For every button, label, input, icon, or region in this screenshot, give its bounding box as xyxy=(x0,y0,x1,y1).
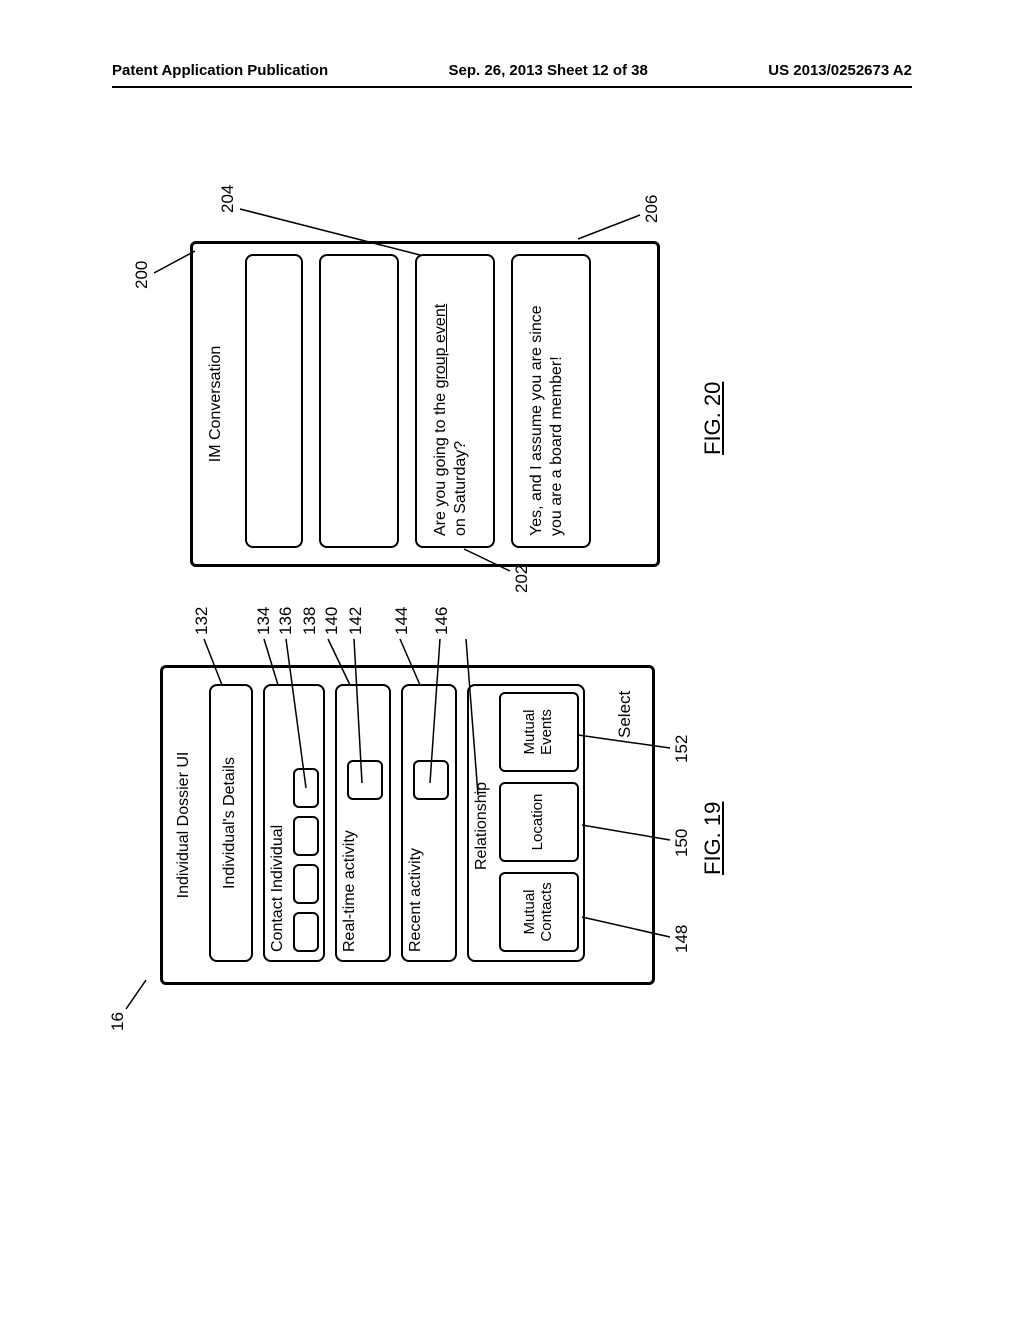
ref-200: 200 xyxy=(132,261,152,289)
ref-202: 202 xyxy=(512,565,532,593)
figures-rotated-wrapper: Individual Dossier UI Individual's Detai… xyxy=(160,185,880,985)
page-header: Patent Application Publication Sep. 26, … xyxy=(0,62,1024,79)
header-center: Sep. 26, 2013 Sheet 12 of 38 xyxy=(449,62,648,79)
fig20-label: FIG. 20 xyxy=(700,382,726,455)
ref-206: 206 xyxy=(642,195,662,223)
header-rule xyxy=(112,86,912,88)
ref-204: 204 xyxy=(218,185,238,213)
header-right: US 2013/0252673 A2 xyxy=(768,62,912,79)
page-root: Patent Application Publication Sep. 26, … xyxy=(0,0,1024,1320)
header-left: Patent Application Publication xyxy=(112,62,328,79)
ref-16: 16 xyxy=(108,1012,128,1031)
fig20-leaders xyxy=(160,165,760,985)
